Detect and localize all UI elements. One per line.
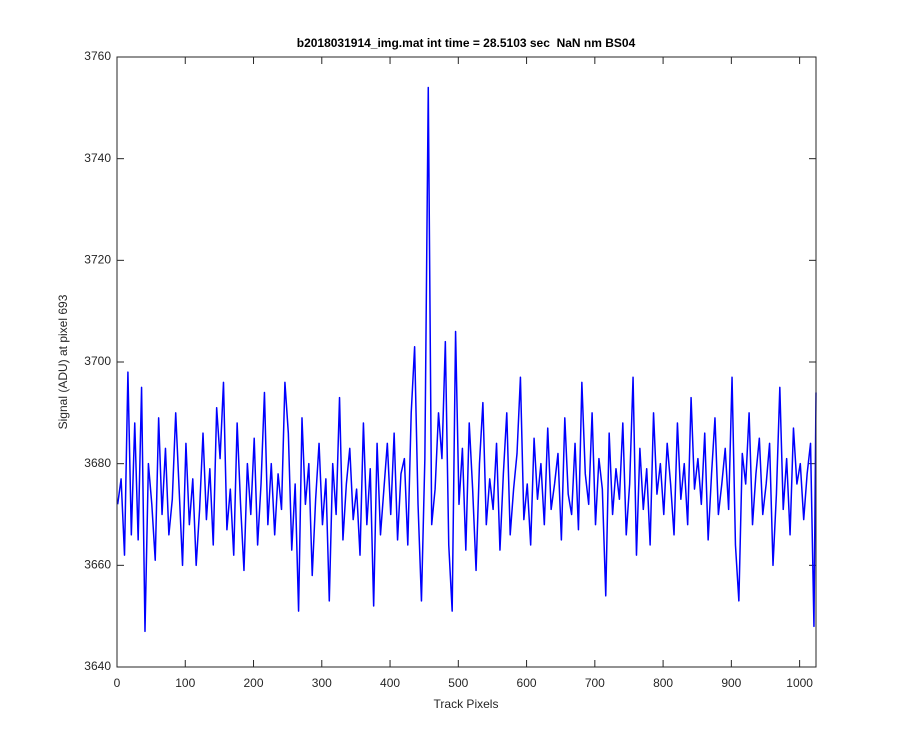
y-tick-label: 3740 (84, 151, 111, 165)
x-tick-label: 0 (114, 676, 121, 690)
y-tick-label: 3700 (84, 354, 111, 368)
chart-title: b2018031914_img.mat int time = 28.5103 s… (297, 36, 636, 50)
data-line (116, 86, 817, 633)
y-tick-label: 3760 (84, 49, 111, 63)
x-tick-label: 700 (585, 676, 605, 690)
x-tick-label: 400 (380, 676, 400, 690)
x-tick-label: 200 (244, 676, 264, 690)
x-tick-label: 1000 (786, 676, 813, 690)
y-axis-label: Signal (ADU) at pixel 693 (56, 294, 70, 429)
plot-frame (116, 56, 817, 668)
x-tick-label: 800 (653, 676, 673, 690)
y-tick-label: 3660 (84, 558, 111, 572)
x-axis-label: Track Pixels (434, 697, 499, 711)
y-tick-label: 3640 (84, 659, 111, 673)
x-tick-label: 100 (175, 676, 195, 690)
x-tick-label: 300 (312, 676, 332, 690)
y-tick-label: 3720 (84, 253, 111, 267)
x-tick-label: 900 (721, 676, 741, 690)
x-tick-label: 600 (517, 676, 537, 690)
y-tick-label: 3680 (84, 456, 111, 470)
x-tick-label: 500 (448, 676, 468, 690)
